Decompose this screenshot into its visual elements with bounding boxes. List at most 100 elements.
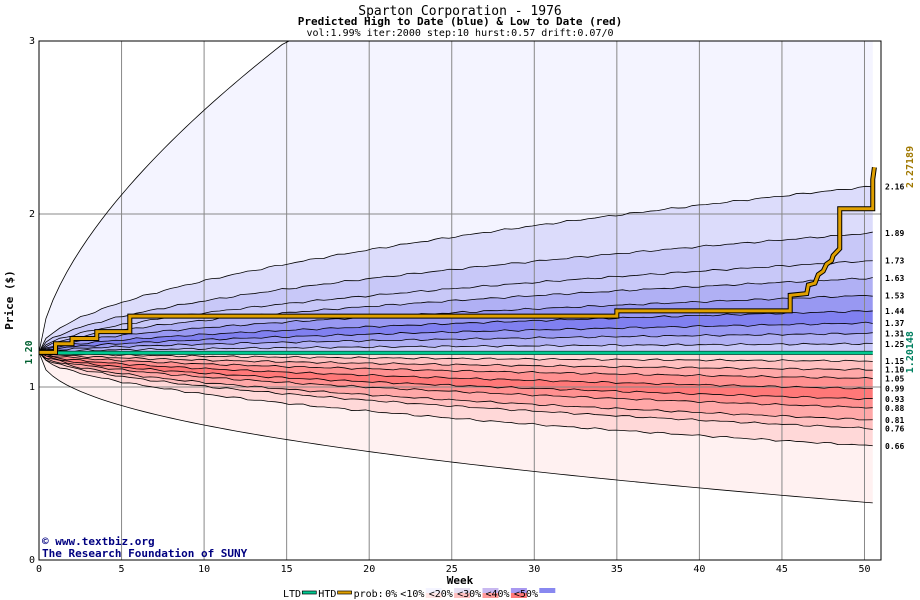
high-quantile-line [38,231,873,353]
legend-htd-swatch [337,590,352,595]
legend-prob-item: <10% [400,589,424,600]
high-band [39,232,873,353]
band-end-label: 0.81 [885,416,904,425]
band-end-label: 2.16 [885,182,904,191]
low-quantile-line [38,352,873,430]
high-band [39,310,873,353]
credit-org: The Research Foundation of SUNY [42,547,248,560]
x-tick-label: 35 [611,564,623,575]
y-tick-label: 3 [29,36,35,47]
high-quantile-line [38,321,873,353]
high-band [39,332,873,353]
legend-prob-swatch [510,593,527,598]
low-quantile-line [38,352,873,401]
x-tick-label: 15 [281,564,293,575]
low-quantile-line [38,352,873,371]
low-band [39,352,873,420]
last-low-label: 1.20148 [905,331,916,373]
x-tick-label: 25 [446,564,458,575]
y-tick-label: 0 [29,555,35,566]
band-end-label: 1.63 [885,274,904,283]
band-end-label: 0.88 [885,404,904,413]
low-quantile-line [38,352,873,363]
legend-prob-swatch [482,588,499,593]
legend-prob-item: <50% [514,589,538,600]
low-quantile-line [38,352,873,390]
plot-area: 0 5 10 15 20 25 30 35 40 45 50 0 1 2 3 1.20 2.16 1.89 1.73… [24,36,916,575]
low-quantile-line [38,352,873,379]
x-axis-label: Week [447,574,474,587]
chart-params: vol:1.99% iter:2000 step:10 hurst:0.57 d… [306,28,613,39]
legend-prob-item: <20% [429,589,453,600]
low-band [39,352,873,409]
band-end-label: 1.37 [885,319,904,328]
x-tick-label: 50 [858,564,870,575]
legend-ltd-label: LTD [283,589,301,600]
x-tick-label: 40 [693,564,705,575]
x-tick-label: 10 [198,564,210,575]
band-end-label: 1.05 [885,374,904,383]
htd-line [39,167,876,354]
x-tick-label: 20 [363,564,375,575]
high-band [39,260,873,353]
band-end-label: 1.25 [885,340,904,349]
low-envelope-line [38,352,873,504]
high-quantile-line [38,277,873,353]
plot-frame [38,40,882,561]
legend-prob-swatch [510,588,527,593]
high-quantile-line [38,332,873,353]
high-band [39,41,873,353]
legend-prob-swatch [425,593,442,598]
low-band [39,352,873,400]
y-tick-label: 1 [29,382,35,393]
legend: LTD HTD prob: 0% <10% <20% <30% <40% <50% [283,588,556,600]
legend-prob-swatch [482,593,499,598]
legend-prob-swatch [539,588,556,593]
start-price-label: 1.20 [24,340,35,364]
legend-prob-swatch [425,588,442,593]
low-band [39,352,873,389]
low-band [39,352,873,371]
low-quantile-line [38,352,873,421]
high-band [39,343,873,353]
legend-prob-swatch [539,593,556,598]
legend-prob-item: <40% [486,589,510,600]
legend-htd-label: HTD [318,589,336,600]
band-end-label: 1.53 [885,291,904,300]
credit-site: © www.textbiz.org [42,535,155,548]
chart-title: Sparton Corporation - 1976 [358,4,562,19]
credit-site-text: www.textbiz.org [55,535,154,548]
high-quantile-line [38,342,873,353]
high-quantile-line [38,310,873,353]
band-end-label: 1.10 [885,366,904,375]
y-tick-label: 2 [29,209,35,220]
high-band [39,277,873,353]
high-quantile-line [38,295,873,353]
x-tick-label: 45 [776,564,788,575]
band-end-label: 0.93 [885,395,904,404]
legend-prob-item: <30% [457,589,481,600]
low-quantile-line [38,352,873,447]
legend-prob-swatch [454,588,471,593]
band-end-label: 1.89 [885,229,904,238]
y-axis-label: Price ($) [3,270,16,330]
x-tick-label: 30 [528,564,540,575]
chart-subtitle: Predicted High to Date (blue) & Low to D… [298,15,623,28]
band-end-label: 1.31 [885,329,904,338]
legend-prob-swatch [454,593,471,598]
low-band [39,352,873,503]
low-band [39,352,873,430]
legend-prob-label: prob: [354,589,384,600]
high-band [39,322,873,353]
band-end-label: 1.44 [885,307,904,316]
low-band [39,352,873,379]
band-end-label: 0.99 [885,385,904,394]
band-end-label: 0.76 [885,425,904,434]
legend-ltd-swatch [301,590,317,595]
x-tick-label: 0 [36,564,42,575]
band-end-label: 1.73 [885,257,904,266]
low-quantile-line [38,352,873,409]
last-high-label: 2.27189 [905,146,916,188]
copyright-icon: © [42,535,55,548]
